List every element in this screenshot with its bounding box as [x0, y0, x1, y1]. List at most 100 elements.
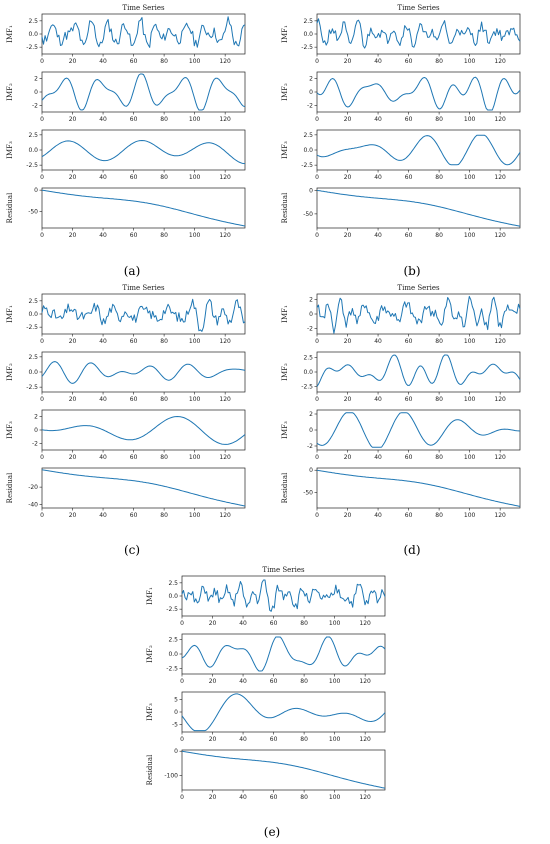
x-tick-label: 120	[359, 794, 371, 801]
x-tick-label: 120	[359, 620, 371, 627]
x-tick-label: 20	[69, 58, 77, 65]
series-line	[316, 76, 521, 111]
x-tick-label: 80	[160, 174, 168, 181]
y-tick-label: 0.0	[28, 31, 38, 38]
y-tick-label: 2.5	[28, 132, 38, 139]
x-tick-label: 40	[99, 174, 107, 181]
y-axis-label: Residual	[281, 192, 289, 223]
x-tick-label: 120	[219, 232, 231, 239]
x-tick-label: 20	[69, 116, 77, 123]
y-tick-label: -2.5	[166, 606, 178, 613]
y-tick-label: 0	[309, 89, 313, 96]
x-tick-label: 0	[180, 678, 184, 685]
x-tick-label: 100	[329, 794, 341, 801]
x-tick-label: 20	[209, 620, 217, 627]
x-tick-label: 0	[40, 58, 44, 65]
x-tick-label: 60	[130, 454, 138, 461]
x-tick-label: 40	[374, 232, 382, 239]
chart-panel-d: Time Series 0 20 40 60 80 100 120 2 0 -2 IMF₁ 0 20 40 6…	[275, 280, 550, 542]
x-tick-label: 60	[130, 338, 138, 345]
chart-title: Time Series	[122, 284, 165, 292]
x-tick-label: 0	[315, 396, 319, 403]
x-tick-label: 20	[344, 58, 352, 65]
x-tick-label: 20	[209, 736, 217, 743]
x-tick-label: 120	[219, 58, 231, 65]
x-tick-label: 60	[405, 396, 413, 403]
axes-frame	[41, 467, 246, 509]
y-axis-label: IMF₂	[6, 363, 14, 381]
x-tick-label: 40	[99, 338, 107, 345]
caption-e: (e)	[263, 825, 281, 839]
y-axis-label: IMF₁	[281, 25, 289, 43]
x-tick-label: 120	[494, 58, 506, 65]
x-tick-label: 20	[69, 512, 77, 519]
x-tick-label: 40	[239, 678, 247, 685]
series-line	[316, 354, 521, 387]
series-line	[316, 189, 521, 227]
y-axis-label: IMF₃	[281, 421, 289, 439]
series-line	[316, 295, 521, 334]
y-axis-label: IMF₂	[6, 83, 14, 101]
series-line	[316, 469, 521, 507]
series-line	[181, 636, 386, 672]
y-axis-label: IMF₃	[146, 703, 154, 721]
y-axis-label: Residual	[6, 472, 14, 503]
x-tick-label: 20	[69, 232, 77, 239]
x-tick-label: 20	[344, 454, 352, 461]
y-tick-label: 0.0	[28, 369, 38, 376]
series-line	[41, 140, 246, 165]
x-tick-label: 20	[344, 396, 352, 403]
series-line	[181, 579, 386, 612]
x-tick-label: 0	[40, 116, 44, 123]
x-tick-label: 40	[99, 454, 107, 461]
y-tick-label: -2	[307, 443, 313, 450]
y-tick-label: -40	[28, 502, 38, 509]
x-tick-label: 80	[160, 338, 168, 345]
x-tick-label: 120	[494, 116, 506, 123]
x-tick-label: 120	[494, 338, 506, 345]
series-line	[41, 361, 246, 384]
axes-frame	[181, 749, 386, 791]
y-tick-label: 0	[174, 748, 178, 755]
y-tick-label: 2.5	[28, 298, 38, 305]
x-tick-label: 80	[300, 794, 308, 801]
x-tick-label: 20	[69, 454, 77, 461]
x-tick-label: 20	[69, 396, 77, 403]
y-tick-label: -50	[303, 211, 313, 218]
x-tick-label: 40	[374, 116, 382, 123]
x-tick-label: 60	[270, 678, 278, 685]
x-tick-label: 80	[435, 454, 443, 461]
y-tick-label: 0.0	[303, 147, 313, 154]
y-tick-label: 0.0	[303, 369, 313, 376]
x-tick-label: 60	[405, 454, 413, 461]
y-axis-label: IMF₂	[146, 645, 154, 663]
x-tick-label: 60	[270, 794, 278, 801]
series-line	[181, 750, 386, 789]
y-tick-label: -2	[307, 325, 313, 332]
x-tick-label: 80	[435, 174, 443, 181]
x-tick-label: 60	[405, 174, 413, 181]
x-tick-label: 80	[435, 512, 443, 519]
y-tick-label: 0	[309, 187, 313, 194]
series-line	[316, 412, 521, 448]
x-tick-label: 120	[219, 116, 231, 123]
x-tick-label: 100	[464, 396, 476, 403]
y-axis-label: IMF₂	[281, 363, 289, 381]
x-tick-label: 120	[219, 512, 231, 519]
axes-frame	[41, 129, 246, 171]
chart-panel-b: Time Series 0 20 40 60 80 100 120 2.5 0.0 -2.5 IMF₁…	[275, 0, 550, 262]
y-tick-label: 2	[309, 76, 313, 83]
x-tick-label: 60	[405, 232, 413, 239]
x-tick-label: 80	[435, 396, 443, 403]
y-tick-label: -2.5	[26, 324, 38, 331]
x-tick-label: 0	[40, 232, 44, 239]
x-tick-label: 0	[315, 512, 319, 519]
y-axis-label: IMF₁	[6, 305, 14, 323]
x-tick-label: 100	[329, 736, 341, 743]
x-tick-label: 20	[344, 232, 352, 239]
